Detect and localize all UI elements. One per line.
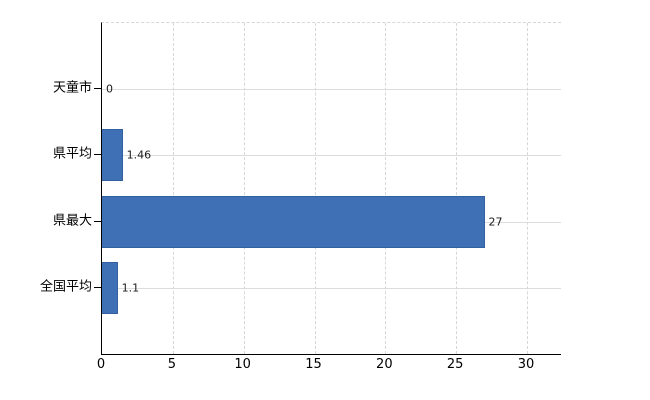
x-axis-labels: 0 5 10 15 20 25 30 — [97, 357, 560, 378]
x-tick-label: 10 — [234, 357, 251, 372]
horizontal-gridline — [102, 287, 561, 289]
bar-value-label: 27 — [488, 215, 503, 229]
x-tick-label: 15 — [305, 357, 322, 372]
x-tick-label: 20 — [376, 357, 393, 372]
y-axis-tick — [94, 88, 101, 90]
x-tick-label: 5 — [167, 357, 176, 372]
y-axis-tick — [94, 220, 101, 222]
bar-value-label: 0 — [106, 82, 113, 96]
bar-value-label: 1.1 — [121, 281, 140, 295]
x-tick-label: 0 — [96, 357, 106, 372]
x-tick-label: 25 — [446, 357, 464, 372]
y-axis-labels: 天童市県平均県最大全国平均 — [0, 22, 92, 353]
plot-area: 0 1.46 27 1.1 — [101, 22, 561, 355]
category-label-全国平均: 全国平均 — [39, 279, 92, 295]
bar-県最大 — [102, 195, 485, 248]
category-label-天童市: 天童市 — [52, 80, 92, 96]
y-axis-tick — [94, 286, 101, 288]
horizontal-gridline — [102, 89, 561, 91]
bar-県平均 — [102, 129, 123, 182]
vertical-gridline — [527, 23, 528, 354]
bar-全国平均 — [102, 261, 118, 314]
category-label-県最大: 県最大 — [52, 213, 92, 229]
category-label-県平均: 県平均 — [52, 146, 92, 162]
vertical-gridline — [456, 23, 458, 354]
x-tick-label: 30 — [517, 357, 535, 372]
horizontal-gridline — [102, 155, 561, 157]
vertical-gridline — [314, 23, 316, 354]
vertical-gridline — [243, 23, 245, 354]
bar-value-label: 1.46 — [126, 148, 152, 162]
vertical-gridline — [172, 23, 174, 354]
y-axis-tick — [94, 154, 101, 156]
vertical-gridline — [385, 23, 387, 354]
